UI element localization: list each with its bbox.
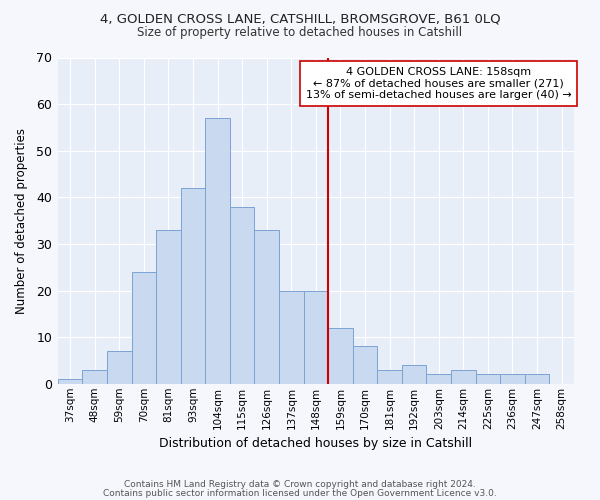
Bar <box>427 374 451 384</box>
Bar <box>131 272 156 384</box>
Bar <box>304 290 328 384</box>
Y-axis label: Number of detached properties: Number of detached properties <box>15 128 28 314</box>
Text: Contains HM Land Registry data © Crown copyright and database right 2024.: Contains HM Land Registry data © Crown c… <box>124 480 476 489</box>
Bar <box>205 118 230 384</box>
Bar <box>353 346 377 384</box>
Bar <box>525 374 550 384</box>
Bar <box>181 188 205 384</box>
Bar <box>107 351 131 384</box>
Text: 4 GOLDEN CROSS LANE: 158sqm
← 87% of detached houses are smaller (271)
13% of se: 4 GOLDEN CROSS LANE: 158sqm ← 87% of det… <box>306 67 572 100</box>
Bar <box>156 230 181 384</box>
Bar <box>377 370 402 384</box>
Bar <box>254 230 279 384</box>
Bar <box>402 365 427 384</box>
Text: Size of property relative to detached houses in Catshill: Size of property relative to detached ho… <box>137 26 463 39</box>
Text: 4, GOLDEN CROSS LANE, CATSHILL, BROMSGROVE, B61 0LQ: 4, GOLDEN CROSS LANE, CATSHILL, BROMSGRO… <box>100 12 500 26</box>
Bar <box>451 370 476 384</box>
Text: Contains public sector information licensed under the Open Government Licence v3: Contains public sector information licen… <box>103 489 497 498</box>
Bar <box>58 379 82 384</box>
Bar <box>82 370 107 384</box>
Bar <box>476 374 500 384</box>
Bar <box>500 374 525 384</box>
Bar <box>279 290 304 384</box>
X-axis label: Distribution of detached houses by size in Catshill: Distribution of detached houses by size … <box>160 437 472 450</box>
Bar <box>328 328 353 384</box>
Bar <box>230 206 254 384</box>
